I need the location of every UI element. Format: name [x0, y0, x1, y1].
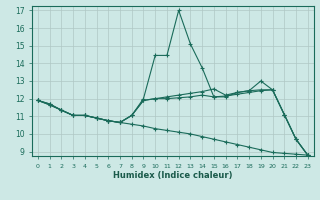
- X-axis label: Humidex (Indice chaleur): Humidex (Indice chaleur): [113, 171, 233, 180]
